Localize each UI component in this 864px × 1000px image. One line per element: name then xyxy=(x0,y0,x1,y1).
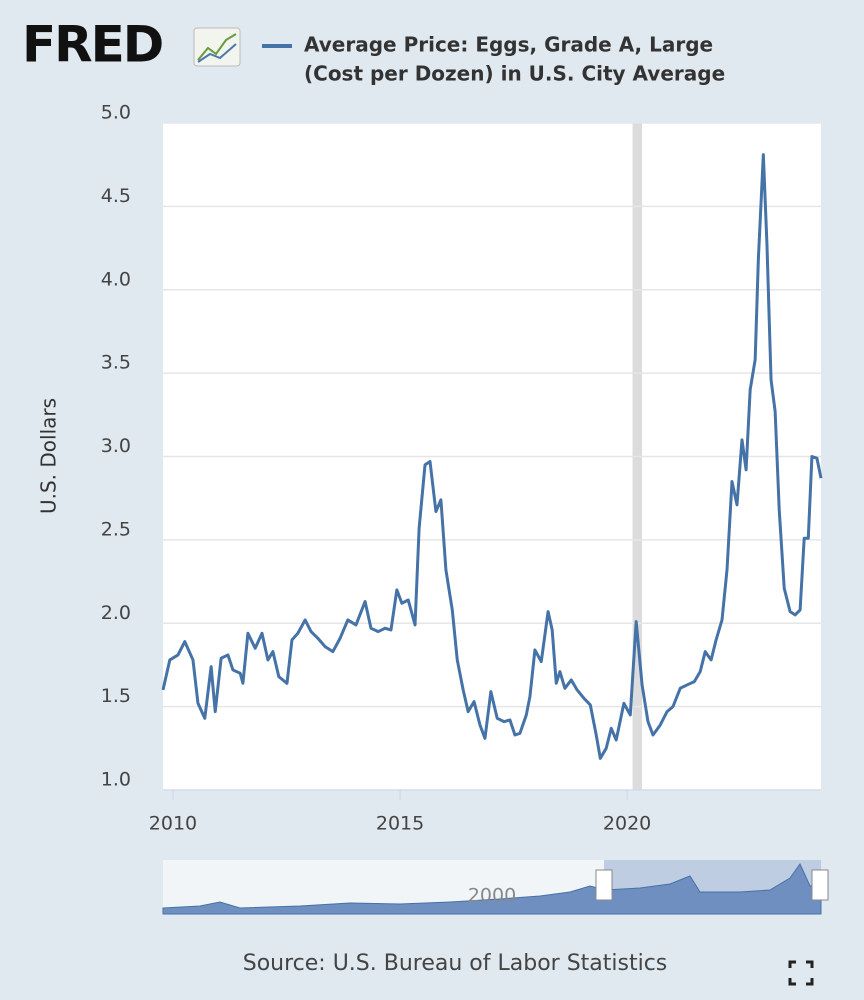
navigator xyxy=(162,860,829,915)
source: Source: U.S. Bureau of Labor Statistics xyxy=(243,951,668,976)
y-tick-label: 1.0 xyxy=(101,769,131,791)
navigator-label: 2000 xyxy=(468,885,516,907)
y-tick-label: 2.0 xyxy=(101,602,131,624)
x-tick-label: 2010 xyxy=(149,813,197,835)
x-tick-label: 2015 xyxy=(376,813,424,835)
data-line xyxy=(161,153,823,760)
legend-title: Average Price: Eggs, Grade A, Large xyxy=(304,33,713,57)
y-axis-label: U.S. Dollars xyxy=(37,398,61,514)
y-tick-label: 4.5 xyxy=(101,185,131,207)
y-tick-label: 4.0 xyxy=(101,268,131,290)
y-tick-label: 5.0 xyxy=(101,102,131,124)
fullscreen-icon[interactable] xyxy=(788,960,814,986)
y-tick-label: 2.5 xyxy=(101,518,131,540)
logo: FRED xyxy=(22,16,162,74)
y-tick-label: 1.5 xyxy=(101,685,131,707)
legend-title: (Cost per Dozen) in U.S. City Average xyxy=(304,62,725,86)
y-tick-label: 3.5 xyxy=(101,352,131,374)
y-tick-label: 3.0 xyxy=(101,435,131,457)
logo-icon xyxy=(193,27,241,67)
x-tick-label: 2020 xyxy=(603,813,651,835)
